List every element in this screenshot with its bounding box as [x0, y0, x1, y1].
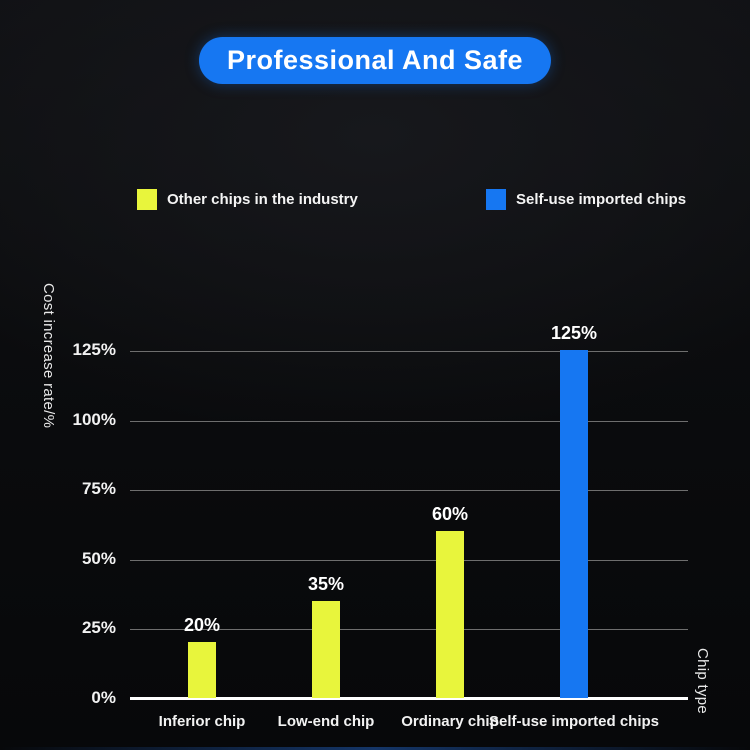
- x-axis-title: Chip type: [694, 648, 711, 715]
- bar-value-label: 125%: [550, 323, 598, 343]
- x-category-label: Ordinary chip: [401, 713, 499, 730]
- bar-self-use-imported-chips: [560, 350, 588, 698]
- page-title: Professional And Safe: [226, 45, 524, 75]
- x-axis-baseline: [130, 697, 688, 700]
- legend-item-imported-chips: Self-use imported chips: [486, 189, 686, 210]
- x-category-label: Low-end chip: [277, 713, 375, 730]
- gridline-50: [130, 559, 688, 561]
- bar-ordinary-chip: [436, 530, 464, 698]
- y-axis-title: Cost increase rate/%: [40, 283, 57, 429]
- y-tick-label: 0%: [91, 688, 116, 707]
- title-banner: Professional And Safe: [198, 37, 552, 84]
- bar-inferior-chip: [188, 642, 216, 698]
- gridline-100: [130, 420, 688, 422]
- legend-swatch-yellow: [137, 189, 157, 210]
- bar-low-end-chip: [312, 600, 340, 698]
- gridline-75: [130, 490, 688, 492]
- legend-swatch-blue: [486, 189, 506, 210]
- y-tick-label: 50%: [81, 548, 116, 568]
- legend-item-other-chips: Other chips in the industry: [137, 189, 358, 210]
- gridline-25: [130, 629, 688, 631]
- gridline-125: [130, 351, 688, 352]
- bar-value-label: 20%: [183, 615, 221, 636]
- y-tick-label: 100%: [72, 409, 116, 429]
- y-tick-label: 25%: [81, 618, 116, 638]
- x-category-label: Inferior chip: [158, 713, 246, 730]
- bar-chart: 0% 25% 50% 75% 100% 125% 20% Inferior chip 35% Lo…: [73, 323, 688, 730]
- y-tick-label: 75%: [81, 479, 116, 499]
- bar-value-label: 60%: [431, 503, 469, 524]
- legend-label-imported-chips: Self-use imported chips: [516, 191, 687, 208]
- legend-label-other-chips: Other chips in the industry: [167, 191, 358, 208]
- bottom-accent-line: [0, 747, 750, 750]
- bar-value-label: 35%: [307, 573, 345, 594]
- x-category-label: Self-use imported chips: [488, 713, 660, 730]
- chart-legend: Other chips in the industry Self-use imp…: [0, 189, 750, 213]
- y-tick-label: 125%: [72, 340, 116, 359]
